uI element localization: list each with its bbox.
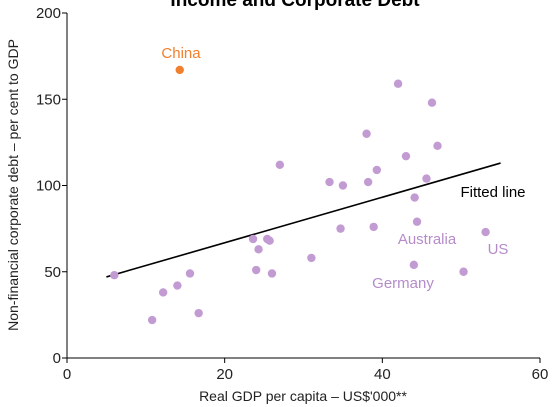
data-point — [362, 129, 371, 138]
data-point — [338, 181, 348, 190]
data-point — [433, 141, 442, 151]
fitted-line-layer — [106, 162, 501, 278]
data-point — [336, 224, 345, 233]
annotation-us: US — [488, 241, 509, 258]
y-tick-label: 150 — [36, 91, 61, 108]
data-point-china — [175, 65, 184, 75]
data-point — [158, 288, 168, 297]
x-tick-label: 40 — [374, 366, 391, 383]
annotations: China Australia US Germany Fitted line — [161, 45, 525, 292]
data-point — [265, 236, 274, 245]
data-point — [275, 160, 285, 169]
data-point — [422, 174, 431, 183]
data-point — [325, 177, 334, 187]
data-point — [252, 265, 261, 275]
data-point — [254, 245, 263, 254]
data-point — [307, 253, 316, 263]
fitted-line-label: Fitted line — [460, 184, 525, 201]
y-tick-label: 50 — [44, 264, 61, 281]
annotation-china: China — [161, 45, 201, 62]
fitted-line — [106, 162, 501, 278]
data-point — [459, 267, 468, 276]
data-point — [110, 271, 119, 280]
y-axis-label: Non-financial corporate debt – per cent … — [5, 39, 21, 331]
annotation-australia: Australia — [398, 231, 457, 248]
data-point — [481, 227, 490, 237]
data-point — [401, 151, 411, 161]
x-tick-label: 60 — [532, 366, 549, 383]
data-point — [363, 177, 373, 187]
data-point — [185, 269, 195, 278]
data-point — [173, 281, 182, 290]
chart-title: Income and Corporate Debt — [170, 0, 420, 11]
x-axis-label: Real GDP per capita – US$'000** — [199, 388, 407, 404]
data-point — [248, 234, 258, 244]
x-tick-label: 0 — [63, 366, 71, 383]
data-points — [110, 65, 490, 325]
data-point — [267, 269, 277, 278]
y-tick-label: 0 — [53, 350, 61, 367]
data-point — [427, 98, 437, 107]
annotation-germany: Germany — [372, 275, 434, 292]
data-point — [369, 222, 378, 232]
data-point — [412, 217, 422, 226]
y-tick-label: 200 — [36, 5, 61, 22]
data-point — [409, 260, 419, 270]
x-tick-label: 20 — [216, 366, 233, 383]
data-point — [147, 315, 157, 325]
axis-ticks: 0 20 40 60 0 50 100 150 200 — [36, 5, 548, 383]
data-point — [393, 79, 403, 88]
data-point — [410, 193, 419, 202]
data-point — [372, 165, 382, 175]
y-tick-label: 100 — [36, 178, 61, 195]
data-point — [194, 308, 203, 318]
